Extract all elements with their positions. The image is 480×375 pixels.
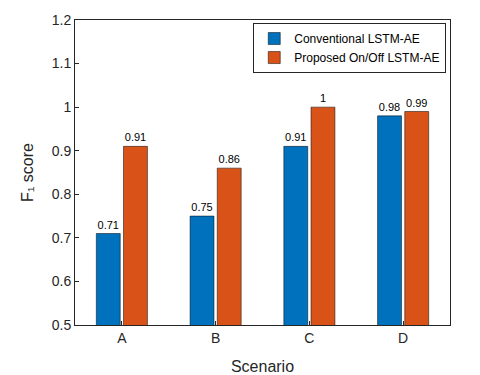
- svg-text:1: 1: [63, 99, 71, 115]
- svg-text:C: C: [304, 330, 314, 346]
- svg-text:1.2: 1.2: [52, 12, 72, 28]
- svg-text:0.86: 0.86: [219, 153, 240, 165]
- svg-text:0.71: 0.71: [98, 219, 119, 231]
- svg-text:1: 1: [320, 92, 326, 104]
- svg-text:Conventional LSTM-AE: Conventional LSTM-AE: [294, 32, 419, 46]
- svg-text:0.99: 0.99: [406, 97, 427, 109]
- svg-text:Proposed On/Off LSTM-AE: Proposed On/Off LSTM-AE: [294, 51, 439, 65]
- svg-text:0.91: 0.91: [285, 131, 306, 143]
- svg-text:0.7: 0.7: [52, 230, 72, 246]
- svg-text:Scenario: Scenario: [231, 358, 294, 375]
- svg-text:D: D: [398, 330, 408, 346]
- svg-text:0.75: 0.75: [191, 201, 212, 213]
- svg-text:B: B: [211, 330, 220, 346]
- svg-text:0.8: 0.8: [52, 186, 72, 202]
- svg-text:F₁ score: F₁ score: [19, 143, 36, 202]
- svg-text:0.5: 0.5: [52, 317, 72, 333]
- svg-text:0.98: 0.98: [379, 101, 400, 113]
- svg-text:0.9: 0.9: [52, 143, 72, 159]
- svg-text:0.6: 0.6: [52, 273, 72, 289]
- svg-text:0.91: 0.91: [125, 131, 146, 143]
- svg-text:A: A: [117, 330, 127, 346]
- svg-text:1.1: 1.1: [52, 55, 72, 71]
